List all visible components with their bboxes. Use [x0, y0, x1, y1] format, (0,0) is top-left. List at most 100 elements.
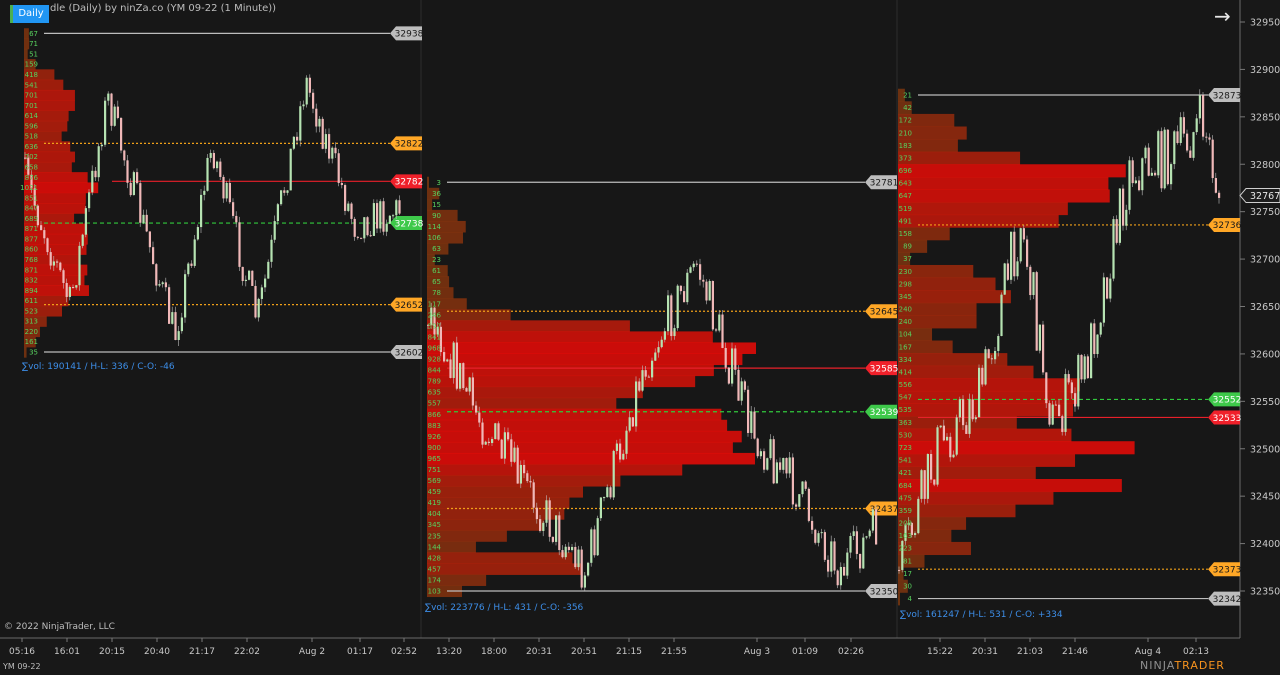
candle-body	[715, 329, 718, 331]
candle-body	[705, 281, 708, 301]
volume-label: 702	[25, 153, 38, 161]
price-axis[interactable]: 32950 32900 32850 32800 32750 32700 32650 32600…	[1239, 18, 1280, 598]
candle-body	[625, 430, 628, 454]
volume-label: 240	[899, 318, 912, 326]
candle-body	[663, 331, 666, 340]
candle-body	[100, 144, 103, 147]
volume-profile-bar	[898, 202, 1068, 216]
volume-profile-bar	[24, 120, 68, 132]
candle-body	[990, 358, 993, 360]
time-tick-label: 20:51	[571, 647, 597, 657]
arrow-right-icon[interactable]: →	[1214, 4, 1231, 28]
volume-profile-bar	[898, 592, 900, 606]
volume-profile-bar	[898, 139, 958, 153]
candle-body	[1029, 266, 1032, 296]
volume-label: 900	[428, 444, 441, 452]
candle-body	[462, 363, 465, 389]
candle-body	[72, 286, 75, 288]
session-high-tag	[1208, 88, 1240, 103]
volume-profile-bar	[24, 346, 27, 358]
volume-profile-bar	[24, 326, 40, 338]
candle-body	[795, 504, 798, 507]
volume-profile-bar	[898, 176, 1109, 190]
volume-profile-bar	[24, 59, 36, 70]
candle-body	[503, 432, 506, 459]
chart-grid	[0, 0, 1241, 639]
volume-profile-bar	[898, 264, 974, 279]
candle-body	[647, 376, 650, 378]
price-tick-label: 32450	[1250, 492, 1280, 503]
candle-body	[965, 425, 968, 434]
candle-body	[699, 264, 702, 280]
volume-label: 832	[25, 277, 38, 285]
vwap-label: 32552	[1213, 396, 1242, 406]
volume-label: 894	[25, 287, 39, 295]
volume-label: 161	[25, 338, 38, 346]
volume-label: 65	[432, 278, 441, 286]
candle-body	[104, 100, 107, 145]
candle-body	[801, 481, 804, 495]
candle-body	[1150, 172, 1153, 176]
candle-body	[1006, 263, 1009, 280]
candle-body	[859, 553, 862, 569]
volume-label: 535	[899, 406, 912, 414]
volume-label: 871	[25, 225, 38, 233]
candle-body	[318, 118, 321, 127]
candle-body	[452, 342, 455, 378]
candle-body	[779, 462, 782, 470]
candle-body	[513, 447, 516, 462]
candle-body	[635, 381, 638, 427]
candle-body	[356, 236, 359, 238]
candle-body	[363, 217, 366, 239]
candle-body	[731, 348, 734, 384]
volume-label: 876	[25, 174, 39, 182]
candle-body	[481, 422, 484, 445]
session-low-label: 32350	[870, 587, 899, 597]
volume-profile-bar	[898, 290, 1011, 304]
candle-body	[930, 454, 933, 480]
time-axis[interactable]: 05:16 16:01 20:15 20:40 21:17 22:02 Aug 2 01:17…	[9, 638, 1209, 657]
candle-body	[510, 439, 513, 462]
session-low-label: 32342	[1213, 595, 1242, 605]
volume-profile-bar	[898, 554, 925, 568]
candle-body	[280, 190, 283, 205]
candle-body	[203, 190, 206, 195]
candle-body	[868, 530, 871, 537]
candle-body	[1035, 272, 1038, 351]
candle-body	[177, 331, 180, 341]
candle-body	[654, 352, 657, 361]
candle-body	[308, 77, 311, 93]
volume-profile-bar	[24, 264, 88, 276]
candle-body	[910, 522, 913, 536]
candle-body	[875, 509, 878, 545]
candle-body	[129, 182, 132, 196]
candle-body	[756, 438, 759, 457]
volume-label: 926	[428, 433, 442, 441]
candle-body	[1182, 117, 1185, 134]
time-tick-label: 22:02	[234, 647, 260, 657]
candle-body	[1090, 323, 1093, 379]
volume-profile-bar	[898, 491, 1054, 505]
volume-profile-bar	[427, 364, 714, 377]
volume-label: 965	[428, 455, 441, 463]
volume-profile-bar	[898, 478, 1122, 493]
candle-body	[142, 214, 145, 223]
candle-body	[807, 488, 810, 521]
candle-body	[171, 312, 174, 324]
candle-body	[174, 312, 177, 341]
time-tick-label: 15:22	[927, 647, 953, 657]
volume-label: 230	[899, 268, 912, 276]
candle-body	[567, 546, 570, 551]
daily-timeframe-button[interactable]: Daily	[10, 5, 49, 23]
volume-labels: 6771511594185417017016145965186367026588…	[20, 30, 912, 603]
value-area-low-label: 32373	[1213, 565, 1242, 575]
candle-body	[1003, 263, 1006, 295]
candle-body	[574, 546, 577, 568]
volume-label: 163	[899, 532, 912, 540]
candle-body	[1192, 132, 1195, 158]
candle-body	[788, 457, 791, 474]
volume-label: 71	[29, 40, 38, 48]
candle-body	[984, 349, 987, 385]
candle-body	[43, 230, 46, 239]
